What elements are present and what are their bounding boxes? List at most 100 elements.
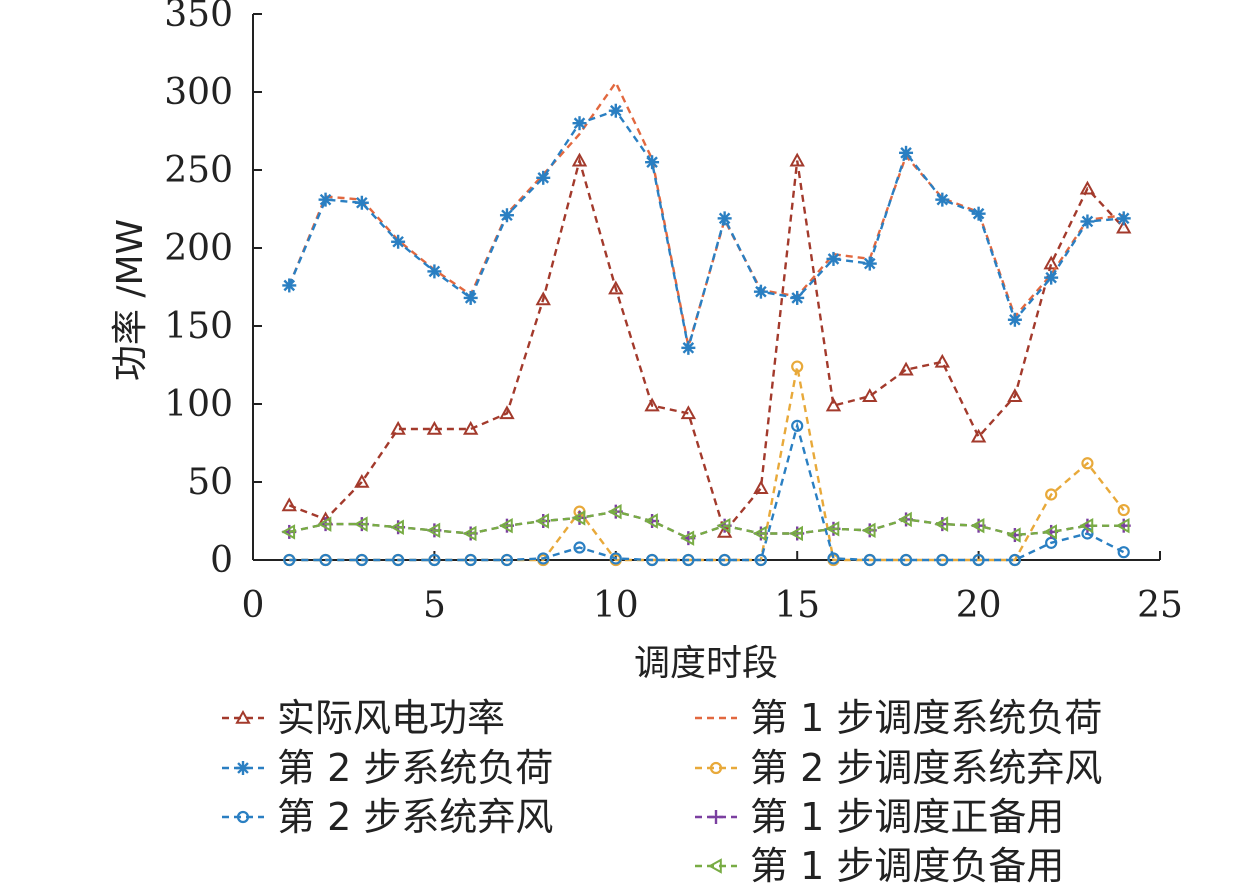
y-tick-label: 50 xyxy=(187,462,233,503)
data-point xyxy=(1081,457,1094,470)
series-4 xyxy=(283,419,1130,567)
data-point xyxy=(681,340,696,355)
data-point xyxy=(608,280,624,295)
data-point xyxy=(645,155,660,170)
data-point xyxy=(791,419,804,432)
data-point xyxy=(934,353,951,368)
y-tick-label: 200 xyxy=(164,228,233,269)
data-point xyxy=(354,195,369,210)
data-point xyxy=(1116,211,1131,226)
data-point xyxy=(971,206,986,221)
data-point xyxy=(462,525,477,542)
series-3 xyxy=(283,360,1130,567)
data-point xyxy=(572,116,587,131)
data-point xyxy=(1116,219,1132,234)
data-point xyxy=(754,553,768,567)
legend-item: 第 2 步系统负荷 xyxy=(222,746,553,790)
data-point xyxy=(1117,503,1130,517)
x-tick-label: 5 xyxy=(423,585,446,626)
data-point xyxy=(1080,214,1095,229)
data-point xyxy=(1007,388,1023,402)
legend-label: 第 1 步调度负备用 xyxy=(750,844,1064,888)
legend-label: 第 2 步调度系统弃风 xyxy=(750,746,1102,790)
y-tick-label: 150 xyxy=(164,306,233,347)
data-point xyxy=(281,497,297,512)
data-point xyxy=(897,511,912,528)
series-layer xyxy=(281,80,1132,567)
x-axis-label: 调度时段 xyxy=(634,643,778,684)
data-point xyxy=(282,278,297,293)
data-point xyxy=(463,290,478,305)
data-point xyxy=(318,192,333,207)
series-line xyxy=(289,510,1124,540)
data-point xyxy=(427,264,442,279)
y-tick-label: 300 xyxy=(164,72,233,113)
data-point xyxy=(789,152,805,167)
data-point xyxy=(791,360,804,373)
data-point xyxy=(235,709,251,724)
data-point xyxy=(645,553,659,567)
data-point xyxy=(709,761,723,775)
data-point xyxy=(644,513,658,529)
legend-item: 第 1 步调度负备用 xyxy=(695,844,1064,888)
data-point xyxy=(752,525,767,542)
data-point xyxy=(317,516,332,532)
data-point xyxy=(607,503,622,520)
data-point xyxy=(1079,180,1096,195)
data-point xyxy=(499,405,515,420)
data-point xyxy=(355,553,368,567)
series-0 xyxy=(281,152,1132,538)
data-point xyxy=(390,519,404,535)
data-point xyxy=(934,516,949,532)
data-point xyxy=(390,420,406,435)
data-point xyxy=(718,553,731,567)
series-1 xyxy=(288,80,1124,347)
legend-label: 第 1 步调度系统负荷 xyxy=(750,696,1102,740)
data-point xyxy=(353,516,368,532)
axes xyxy=(252,14,1160,561)
y-tick-label: 0 xyxy=(210,540,233,581)
data-point xyxy=(935,192,950,207)
legend-label: 第 2 步系统弃风 xyxy=(277,795,553,839)
data-point xyxy=(498,517,513,534)
data-point xyxy=(753,480,769,495)
data-point xyxy=(426,522,441,539)
data-point xyxy=(644,397,660,412)
legend-item: 实际风电功率 xyxy=(222,696,505,740)
data-point xyxy=(392,553,405,567)
data-point xyxy=(391,234,406,249)
data-point xyxy=(499,208,514,223)
data-point xyxy=(535,513,550,529)
data-point xyxy=(1043,524,1057,540)
x-tick-label: 0 xyxy=(242,585,265,626)
y-tick-label: 350 xyxy=(164,0,233,35)
data-point xyxy=(462,420,479,435)
series-5 xyxy=(282,504,1131,546)
data-point xyxy=(825,397,842,412)
series-line xyxy=(289,510,1124,540)
data-point xyxy=(682,553,695,567)
data-point xyxy=(862,388,878,402)
series-line xyxy=(288,80,1124,347)
legend-label: 实际风电功率 xyxy=(277,696,505,740)
data-point xyxy=(573,541,586,554)
data-point xyxy=(281,524,296,540)
data-point xyxy=(571,510,586,526)
data-point xyxy=(899,145,914,160)
data-point xyxy=(790,290,805,305)
data-point xyxy=(608,103,623,118)
x-tick-label: 10 xyxy=(593,585,639,626)
data-point xyxy=(970,428,987,443)
series-6 xyxy=(281,503,1130,546)
y-tick-label: 100 xyxy=(164,384,233,425)
data-point xyxy=(1117,546,1130,559)
legend-item: 第 2 步调度系统弃风 xyxy=(695,746,1102,790)
data-point xyxy=(426,420,443,435)
data-point xyxy=(319,553,332,567)
data-point xyxy=(861,522,876,539)
data-point xyxy=(717,211,732,226)
y-tick-label: 250 xyxy=(164,150,233,191)
data-point xyxy=(863,553,876,567)
x-tick-label: 20 xyxy=(956,585,1002,626)
